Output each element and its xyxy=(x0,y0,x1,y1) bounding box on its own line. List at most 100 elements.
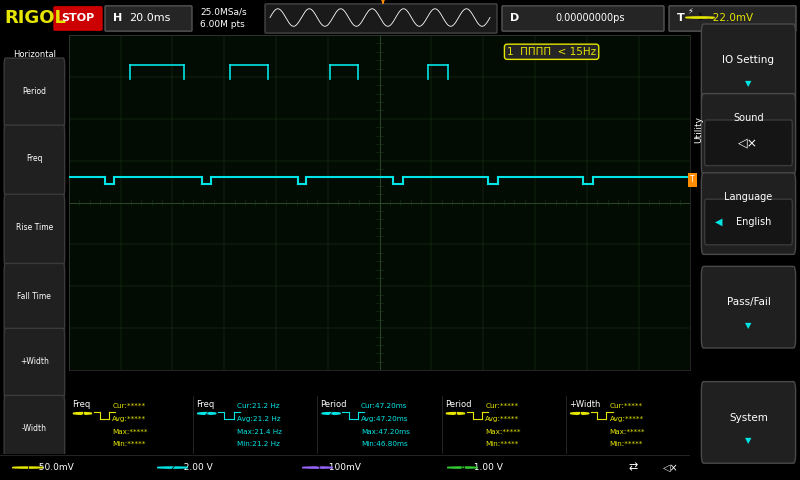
Text: 2: 2 xyxy=(329,410,334,417)
Text: ▼: ▼ xyxy=(746,321,752,330)
Text: 50.0mV: 50.0mV xyxy=(33,463,74,472)
Text: Cur:*****: Cur:***** xyxy=(486,403,518,409)
Text: 6.00M pts: 6.00M pts xyxy=(200,20,245,29)
Text: ▼: ▼ xyxy=(746,79,752,87)
Text: System: System xyxy=(729,413,768,422)
Text: T: T xyxy=(690,176,695,184)
FancyBboxPatch shape xyxy=(502,6,664,31)
FancyBboxPatch shape xyxy=(4,396,65,467)
Text: 1: 1 xyxy=(26,463,30,472)
Text: 20.0ms: 20.0ms xyxy=(130,12,170,23)
Text: Min:21.2 Hz: Min:21.2 Hz xyxy=(237,441,279,447)
Text: ⇄: ⇄ xyxy=(628,463,638,472)
Text: STOP: STOP xyxy=(62,12,94,23)
Text: RIGOL: RIGOL xyxy=(4,9,66,26)
Text: Min:46.80ms: Min:46.80ms xyxy=(361,441,408,447)
Text: 2: 2 xyxy=(170,463,175,472)
Circle shape xyxy=(302,467,333,468)
Text: —: — xyxy=(304,463,312,472)
Text: ◁×: ◁× xyxy=(738,136,758,149)
Text: —: — xyxy=(14,463,22,472)
FancyBboxPatch shape xyxy=(4,328,65,400)
Text: 2: 2 xyxy=(55,175,62,184)
FancyBboxPatch shape xyxy=(54,7,102,30)
Text: Avg:*****: Avg:***** xyxy=(610,416,644,422)
Text: Min:*****: Min:***** xyxy=(610,441,643,447)
FancyBboxPatch shape xyxy=(4,264,65,335)
Text: Cur:21.2 Hz: Cur:21.2 Hz xyxy=(237,403,279,409)
Text: Avg:*****: Avg:***** xyxy=(486,416,519,422)
Text: D: D xyxy=(510,12,519,23)
Text: Horizontal: Horizontal xyxy=(13,50,56,59)
FancyBboxPatch shape xyxy=(702,266,796,348)
Text: 1: 1 xyxy=(453,410,458,417)
FancyBboxPatch shape xyxy=(4,58,65,129)
Text: Max:*****: Max:***** xyxy=(486,429,521,434)
Text: Freq: Freq xyxy=(196,400,214,409)
Text: Pass/Fail: Pass/Fail xyxy=(726,298,770,307)
Circle shape xyxy=(158,467,188,468)
Text: -22.0mV: -22.0mV xyxy=(710,12,754,23)
Text: Cur:47.20ms: Cur:47.20ms xyxy=(361,403,407,409)
Text: 4: 4 xyxy=(460,463,465,472)
Text: +Width: +Width xyxy=(20,358,49,366)
Text: Min:*****: Min:***** xyxy=(112,441,146,447)
Text: Sound: Sound xyxy=(733,113,764,122)
Text: Max:47.20ms: Max:47.20ms xyxy=(361,429,410,434)
FancyBboxPatch shape xyxy=(702,94,796,175)
FancyBboxPatch shape xyxy=(4,194,65,265)
Text: ◁×: ◁× xyxy=(662,463,678,472)
Text: 1: 1 xyxy=(698,13,702,22)
Text: 1.00 V: 1.00 V xyxy=(468,463,503,472)
Circle shape xyxy=(570,412,589,414)
Text: +Width: +Width xyxy=(569,400,601,409)
Text: —: — xyxy=(449,463,457,472)
Text: IO Setting: IO Setting xyxy=(722,55,774,65)
FancyBboxPatch shape xyxy=(702,173,796,254)
Circle shape xyxy=(446,412,465,414)
FancyBboxPatch shape xyxy=(702,382,796,463)
FancyBboxPatch shape xyxy=(4,125,65,196)
Text: Utility: Utility xyxy=(694,116,704,143)
Text: Fall Time: Fall Time xyxy=(18,292,51,301)
Text: Min:*****: Min:***** xyxy=(486,441,518,447)
Text: 1: 1 xyxy=(80,410,85,417)
Text: 2: 2 xyxy=(205,410,209,417)
FancyBboxPatch shape xyxy=(265,4,497,33)
Text: 100mV: 100mV xyxy=(323,463,361,472)
Text: Period: Period xyxy=(22,87,46,96)
Text: Max:*****: Max:***** xyxy=(610,429,645,434)
Text: Max:21.4 Hz: Max:21.4 Hz xyxy=(237,429,282,434)
Circle shape xyxy=(686,17,714,18)
Text: ◀: ◀ xyxy=(714,217,722,227)
Text: 2.00 V: 2.00 V xyxy=(178,463,213,472)
Text: ▼: ▼ xyxy=(746,436,752,445)
Text: Period: Period xyxy=(445,400,471,409)
Text: T: T xyxy=(677,12,685,23)
Text: H: H xyxy=(113,12,122,23)
Circle shape xyxy=(13,467,43,468)
Text: ⚡: ⚡ xyxy=(687,6,693,15)
FancyBboxPatch shape xyxy=(105,6,192,31)
FancyBboxPatch shape xyxy=(702,24,796,106)
Text: 1  ΠΠΠΠ  < 15Hz: 1 ΠΠΠΠ < 15Hz xyxy=(507,47,596,57)
Text: 0.00000000ps: 0.00000000ps xyxy=(555,12,625,23)
Text: Avg:*****: Avg:***** xyxy=(112,416,146,422)
FancyBboxPatch shape xyxy=(705,120,792,166)
Text: -Width: -Width xyxy=(22,424,47,433)
Text: Avg:21.2 Hz: Avg:21.2 Hz xyxy=(237,416,280,422)
Circle shape xyxy=(73,412,92,414)
Text: —: — xyxy=(158,463,167,472)
Text: 25.0MSa/s: 25.0MSa/s xyxy=(200,7,246,16)
Text: 1: 1 xyxy=(578,410,582,417)
Text: Avg:47.20ms: Avg:47.20ms xyxy=(361,416,409,422)
Text: 3: 3 xyxy=(315,463,320,472)
Text: Freq: Freq xyxy=(26,154,42,163)
FancyBboxPatch shape xyxy=(669,6,796,31)
Circle shape xyxy=(198,412,216,414)
Text: Rise Time: Rise Time xyxy=(16,223,53,232)
Text: English: English xyxy=(736,217,772,227)
Text: Freq: Freq xyxy=(72,400,90,409)
Circle shape xyxy=(447,467,478,468)
Circle shape xyxy=(322,412,341,414)
